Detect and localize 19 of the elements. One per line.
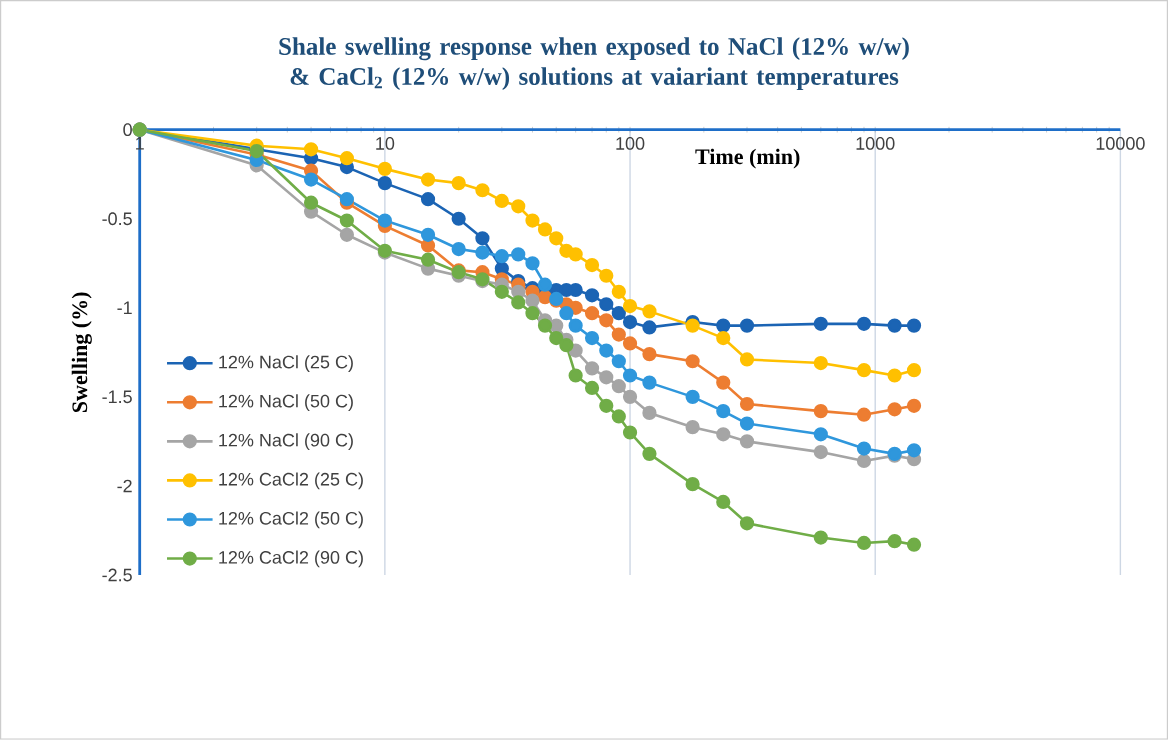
legend-label: 12% CaCl2 (25 C) xyxy=(219,472,363,490)
legend-label: 12% NaCl (90 C) xyxy=(219,433,353,451)
x-tick-label: 1000 xyxy=(856,137,895,150)
y-tick-label: 0 xyxy=(123,123,132,137)
y-tick-label: -2 xyxy=(117,479,132,493)
y-tick-label: -1.5 xyxy=(102,390,132,404)
x-axis-title: Time (min) xyxy=(695,148,800,169)
legend-label: 12% CaCl2 (90 C) xyxy=(219,550,363,568)
y-tick-label: -1 xyxy=(117,301,132,315)
y-axis-title: Swelling (%) xyxy=(71,292,92,413)
x-tick-label: 10000 xyxy=(1096,137,1145,150)
chart-title: Shale swelling response when exposed to NaCl (12% w/w) & CaCl$_{2}$ (12% w/w) solutions at vaiariant temperatures xyxy=(279,37,909,91)
x-tick-label: 10 xyxy=(376,137,395,150)
legend-label: 12% CaCl2 (50 C) xyxy=(219,511,363,529)
y-tick-label: -0.5 xyxy=(102,212,132,226)
legend-label: 12% NaCl (50 C) xyxy=(219,394,353,412)
legend-label: 12% NaCl (25 C) xyxy=(219,355,353,373)
y-tick-label: -2.5 xyxy=(102,568,132,582)
x-tick-label: 100 xyxy=(616,137,645,150)
